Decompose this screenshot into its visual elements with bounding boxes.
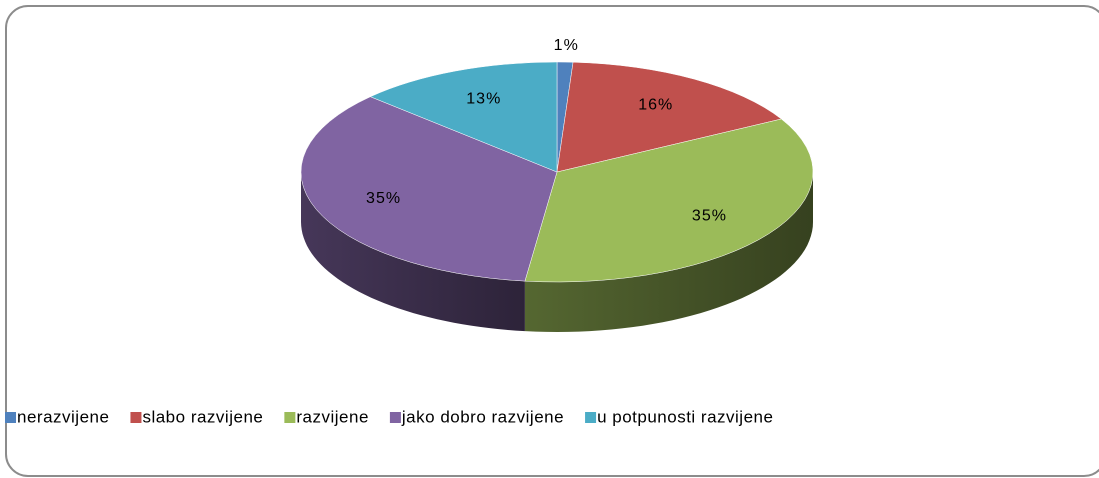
slice [524, 118, 814, 283]
legend-swatch [284, 412, 296, 423]
slice [556, 61, 782, 173]
legend: nerazvijene slabo razvijene razvijene jako … [5, 407, 773, 426]
pie-labels: 1% 16% 35% 35% 13% [366, 37, 727, 225]
legend-swatch [130, 412, 142, 423]
legend-label: nerazvijene [17, 407, 109, 426]
legend-label: slabo razvijene [142, 407, 263, 426]
legend-label: razvijene [296, 407, 369, 426]
pie-sides [301, 172, 813, 332]
slice [300, 96, 558, 282]
legend-swatch [585, 412, 597, 423]
slice [369, 61, 558, 173]
data-label: 13% [466, 91, 501, 108]
legend-label: jako dobro razvijene [401, 407, 564, 426]
pie-tops [300, 61, 814, 283]
legend-swatch [389, 412, 401, 423]
data-label: 16% [638, 96, 673, 113]
data-label: 35% [366, 190, 401, 207]
data-label: 35% [692, 208, 727, 225]
slice-side [301, 172, 525, 332]
data-label: 1% [554, 37, 579, 54]
slice-side [524, 172, 813, 332]
legend-label: u potpunosti razvijene [597, 407, 773, 426]
legend-swatch [5, 412, 16, 423]
